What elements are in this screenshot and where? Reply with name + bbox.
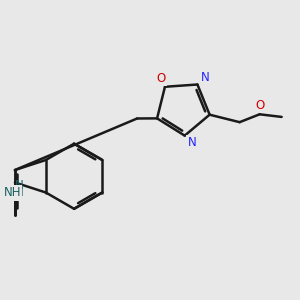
Text: O: O bbox=[255, 99, 264, 112]
Text: N: N bbox=[201, 71, 210, 84]
Text: O: O bbox=[156, 72, 165, 85]
Text: N: N bbox=[15, 178, 23, 192]
Text: O: O bbox=[156, 72, 165, 85]
Text: N: N bbox=[188, 136, 197, 149]
Text: N: N bbox=[201, 71, 210, 84]
Text: N: N bbox=[188, 136, 197, 149]
Text: NH: NH bbox=[4, 187, 21, 200]
Text: H: H bbox=[15, 187, 23, 200]
Text: NH: NH bbox=[4, 187, 21, 200]
Text: O: O bbox=[255, 99, 264, 112]
